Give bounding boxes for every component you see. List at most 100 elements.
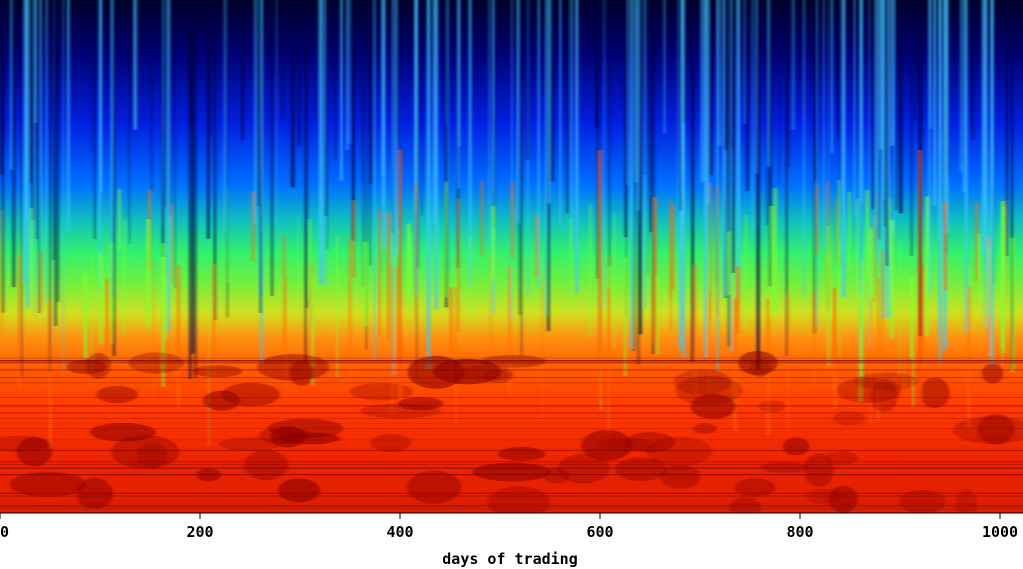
heatmap-streak xyxy=(736,266,740,334)
heatmap-streak xyxy=(691,0,694,362)
heatmap-streak xyxy=(270,0,274,296)
heatmap-streak xyxy=(318,0,323,285)
heatmap-streak xyxy=(4,0,6,144)
heatmap-streak xyxy=(962,0,966,192)
heatmap-streak xyxy=(691,0,694,131)
heatmap-streak xyxy=(381,0,383,177)
heatmap-streak xyxy=(122,219,126,336)
heatmap-streak xyxy=(729,0,733,353)
heatmap-streak xyxy=(138,0,140,132)
heatmap-streak xyxy=(23,0,27,284)
heatmap-streak xyxy=(11,0,16,288)
x-tick-label: 1000 xyxy=(982,523,1018,541)
heatmap-streak xyxy=(693,265,696,395)
heatmap-streak xyxy=(1010,237,1015,372)
heatmap-streak xyxy=(677,0,678,361)
heatmap-streak xyxy=(52,0,55,261)
heatmap-streak xyxy=(510,181,514,258)
heatmap-blob xyxy=(76,477,114,510)
heatmap-streak xyxy=(815,184,819,254)
heatmap-streak xyxy=(814,0,818,181)
heatmap-streak xyxy=(363,241,367,326)
heatmap-streak xyxy=(990,0,994,366)
heatmap-streak xyxy=(608,0,611,267)
heatmap-streak xyxy=(537,0,540,287)
heatmap-streak xyxy=(767,0,771,167)
heatmap-streak xyxy=(93,0,97,239)
heatmap-streak xyxy=(704,0,707,358)
heatmap-streak xyxy=(386,212,391,340)
heatmap-streak xyxy=(545,0,547,317)
heatmap-streak xyxy=(444,181,448,298)
heatmap-streak xyxy=(827,0,829,225)
heatmap-streak xyxy=(876,193,878,282)
heatmap-streak xyxy=(110,242,113,322)
heatmap-streak xyxy=(575,0,579,294)
heatmap-streak xyxy=(961,0,963,163)
heatmap-streak xyxy=(174,0,176,289)
heatmap-streak xyxy=(56,0,60,302)
heatmap-streak xyxy=(570,0,574,246)
heatmap-streak xyxy=(426,0,431,369)
heatmap-streak xyxy=(547,0,551,204)
heatmap-streak xyxy=(716,0,719,371)
heatmap-streak xyxy=(212,264,215,375)
heatmap-blob xyxy=(277,432,341,445)
heatmap-streak xyxy=(727,231,731,296)
heatmap-streak xyxy=(868,228,873,299)
heatmap-blob xyxy=(825,451,859,465)
heatmap-streak xyxy=(285,277,287,401)
heatmap-streak xyxy=(933,0,937,206)
heatmap-streak xyxy=(700,0,703,183)
heatmap-blob xyxy=(734,478,776,497)
heatmap-streak xyxy=(491,206,495,282)
heatmap-streak xyxy=(637,0,640,212)
heatmap-streak xyxy=(928,0,931,295)
heatmap-streak xyxy=(638,0,642,335)
heatmap-streak xyxy=(112,0,116,356)
heatmap-streak xyxy=(1011,0,1014,369)
heatmap-blob xyxy=(854,372,919,391)
heatmap-streak xyxy=(718,0,722,147)
heatmap-streak xyxy=(663,0,666,134)
heatmap-streak xyxy=(943,0,947,351)
heatmap-blob xyxy=(955,489,977,513)
heatmap-streak xyxy=(812,291,816,387)
heatmap-streak xyxy=(394,248,396,357)
heatmap-streak xyxy=(993,0,995,284)
heatmap-streak xyxy=(406,223,411,301)
heatmap-streak xyxy=(987,246,990,316)
heatmap-streak xyxy=(550,0,554,182)
heatmap-blob xyxy=(407,355,465,389)
heatmap-streak xyxy=(875,0,880,263)
heatmap-blob xyxy=(349,382,413,401)
heatmap-blob xyxy=(16,437,53,467)
heatmap-streak xyxy=(336,235,338,377)
heatmap-streak xyxy=(311,296,314,386)
heatmap-streak xyxy=(871,0,875,210)
heatmap-streak xyxy=(870,299,872,425)
heatmap-spike xyxy=(598,150,602,400)
heatmap-streak xyxy=(18,256,20,390)
heatmap-streak xyxy=(54,0,57,326)
heatmap-streak xyxy=(48,300,52,450)
heatmap-streak xyxy=(832,289,835,390)
heatmap-streak xyxy=(566,0,570,214)
heatmap-streak xyxy=(91,0,93,152)
heatmap-streak xyxy=(978,233,981,301)
heatmap-blob xyxy=(497,446,546,461)
heatmap-streak xyxy=(480,180,484,256)
heatmap-streak xyxy=(128,0,130,244)
heatmap-streak xyxy=(770,206,774,318)
heatmap-streak xyxy=(297,214,300,292)
x-axis-title: days of trading xyxy=(442,550,577,568)
heatmap-streak xyxy=(311,272,315,340)
heatmap-streak xyxy=(391,264,393,414)
heatmap-streak xyxy=(516,0,520,224)
x-axis-ticks: 0 200 400 600 800 1000 xyxy=(0,513,1018,541)
heatmap-streak xyxy=(508,265,511,396)
heatmap-blob xyxy=(729,497,761,513)
heatmap-streak xyxy=(253,0,257,224)
heatmap-streak xyxy=(226,187,228,283)
heatmap-streak xyxy=(352,200,356,279)
